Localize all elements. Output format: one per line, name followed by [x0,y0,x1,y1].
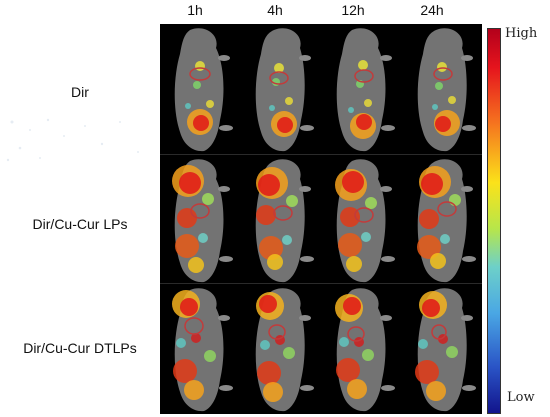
roi-ellipse-dir-12h [354,69,374,83]
column-label-4h: 4h [267,2,283,18]
image-tile-lps-1h [160,155,240,284]
image-tile-dtlps-1h [160,284,240,413]
row-label-lps: Dir/Cu-Cur LPs [32,216,128,232]
image-tile-dtlps-4h [241,284,321,413]
column-label-12h: 12h [341,2,365,18]
background-specks [6,118,139,162]
roi-ellipse-dir-4h [269,71,289,85]
roi-ellipse-dir-24h [433,67,453,81]
image-tile-dir-24h [403,24,483,153]
image-tile-dtlps-12h [322,284,402,413]
scale-low-label: Low [507,390,535,405]
fluorescence-image-grid [160,24,482,414]
roi-ellipse-lps-12h [354,207,374,223]
image-tile-dir-12h [322,24,402,153]
roi-ellipse-dtlps-24h [431,324,447,340]
image-tile-lps-24h [403,155,483,284]
roi-ellipse-lps-24h [437,201,457,217]
image-tile-dir-4h [241,24,321,153]
image-tile-lps-12h [322,155,402,284]
roi-ellipse-dtlps-4h [268,324,286,340]
roi-ellipse-lps-1h [190,203,210,219]
roi-ellipse-dir-1h [189,67,211,81]
image-tile-dtlps-24h [403,284,483,413]
row-label-dtlps: Dir/Cu-Cur DTLPs [23,340,137,356]
intensity-color-scale [487,28,501,414]
image-tile-lps-4h [241,155,321,284]
scale-high-label: High [505,26,538,41]
image-tile-dir-1h [160,24,240,153]
column-label-24h: 24h [420,2,444,18]
row-label-dir: Dir [71,84,89,100]
roi-ellipse-dtlps-12h [347,326,365,342]
roi-ellipse-dtlps-1h [184,317,204,335]
column-label-1h: 1h [187,2,203,18]
roi-ellipse-lps-4h [273,205,293,221]
